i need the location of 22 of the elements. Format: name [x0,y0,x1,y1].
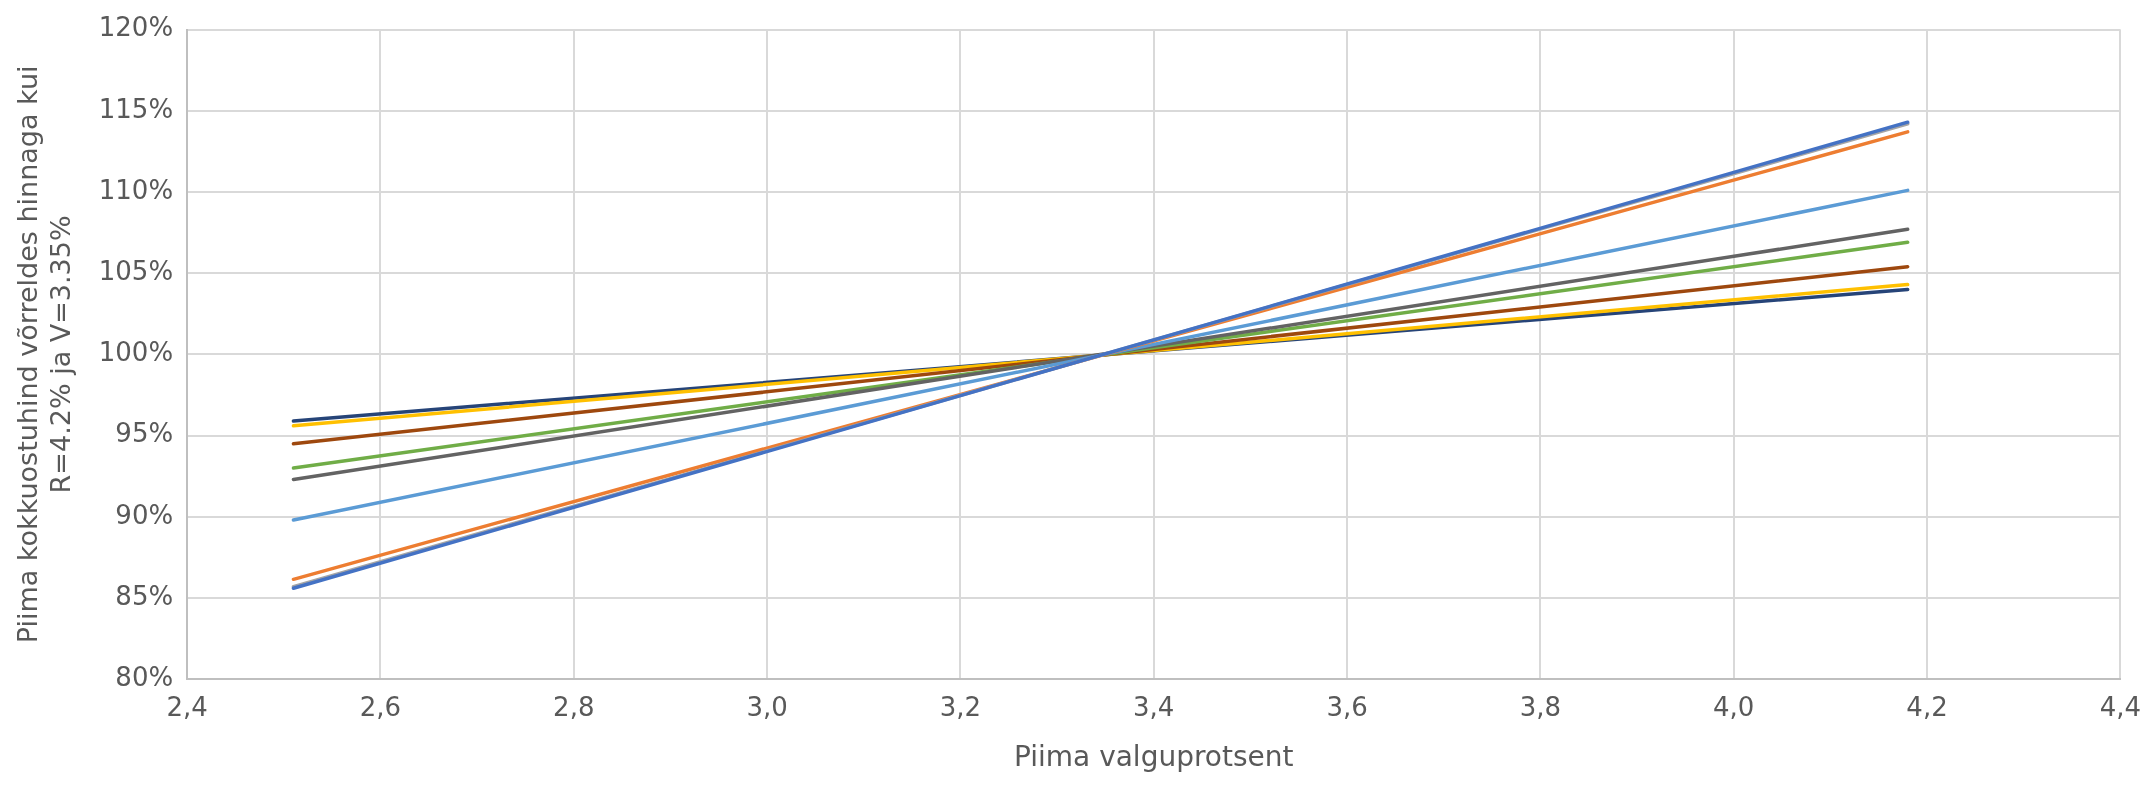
x-tick-label: 2,6 [359,691,402,722]
y-tick-label: 95% [115,418,174,449]
x-tick-label: 4,4 [2099,691,2142,722]
y-tick-label: 85% [115,580,174,611]
y-tick-label: 115% [98,93,174,124]
x-tick-label: 4,2 [1906,691,1948,722]
x-tick-label: 2,8 [553,691,595,722]
y-tick-label: 120% [98,12,174,43]
x-tick-label: 3,4 [1133,691,1175,722]
y-tick-label: 90% [115,499,174,530]
y-tick-label: 110% [98,174,174,205]
y-axis-title: Piima kokkuostuhind võrreldes hinnaga kui R=4.2% ja V=3.35% [12,65,76,644]
x-tick-label: 2,4 [166,691,208,722]
x-tick-label: 4,0 [1713,691,1755,722]
x-axis-title: Piima valguprotsent [1013,740,1294,774]
x-tick-label: 3,2 [939,691,982,722]
y-tick-label: 105% [98,255,174,286]
x-tick-label: 3,8 [1519,691,1562,722]
x-tick-label: 3,0 [746,691,788,722]
y-tick-label: 80% [115,661,174,692]
x-tick-label: 3,6 [1326,691,1368,722]
y-tick-label: 100% [98,337,174,368]
